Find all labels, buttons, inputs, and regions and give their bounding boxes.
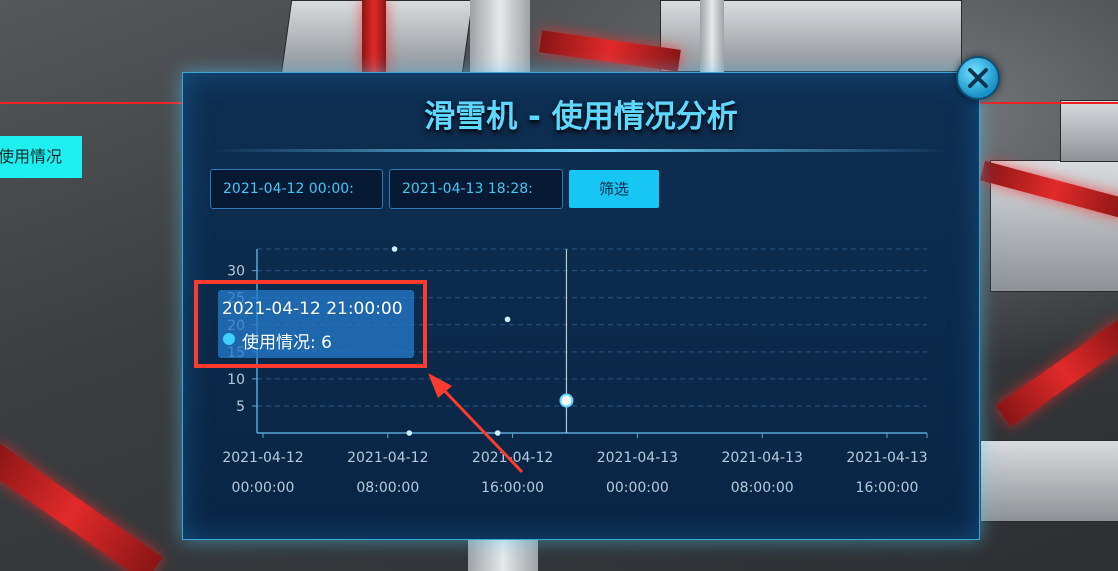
usage-side-tag[interactable]: 使用情况 (0, 136, 82, 178)
series-dot-icon (223, 333, 235, 345)
x-tick-label: 2021-04-12 (347, 450, 428, 466)
tooltip-value: 使用情况: 6 (242, 333, 332, 353)
close-button[interactable] (956, 56, 1000, 100)
x-tick-label: 2021-04-13 (722, 450, 803, 466)
x-tick-label: 00:00:00 (232, 480, 295, 496)
annotation-highlight-box (194, 280, 427, 368)
x-tick-label: 2021-04-13 (846, 450, 927, 466)
highlighted-data-point (559, 393, 574, 408)
x-tick-label: 16:00:00 (856, 480, 919, 496)
y-tick-label: 10 (227, 372, 245, 388)
tooltip-time: 2021-04-12 21:00:00 (222, 299, 403, 319)
x-tick-label: 16:00:00 (481, 480, 544, 496)
x-tick-label: 2021-04-12 (472, 450, 553, 466)
x-tick-label: 2021-04-13 (597, 450, 678, 466)
filter-button[interactable]: 筛选 (569, 170, 659, 208)
ski-machine (980, 440, 1118, 522)
usage-chart: 51015202530 2021-04-1200:00:002021-04-12… (183, 223, 979, 539)
chart-tooltip: 2021-04-12 21:00:00 使用情况: 6 (218, 290, 414, 358)
usage-scatter-svg: 51015202530 2021-04-1200:00:002021-04-12… (222, 246, 928, 496)
data-point (391, 246, 398, 252)
y-tick-label: 5 (236, 399, 245, 415)
y-tick-label: 30 (227, 264, 245, 280)
data-point (406, 430, 413, 436)
start-time-input[interactable]: 2021-04-12 00:00: (210, 169, 383, 209)
close-x-icon (968, 68, 988, 88)
end-time-input[interactable]: 2021-04-13 18:28: (389, 169, 563, 209)
ski-machine (1060, 100, 1118, 162)
x-tick-label: 08:00:00 (731, 480, 794, 496)
title-divider (211, 149, 951, 152)
data-point (494, 430, 501, 436)
red-rail (0, 442, 163, 571)
pole (468, 538, 538, 571)
x-tick-label: 00:00:00 (606, 480, 669, 496)
red-rail (996, 319, 1118, 427)
data-point (504, 316, 511, 323)
x-tick-label: 2021-04-12 (222, 450, 303, 466)
x-tick-label: 08:00:00 (356, 480, 419, 496)
dialog-title: 滑雪机 - 使用情况分析 (424, 99, 738, 135)
